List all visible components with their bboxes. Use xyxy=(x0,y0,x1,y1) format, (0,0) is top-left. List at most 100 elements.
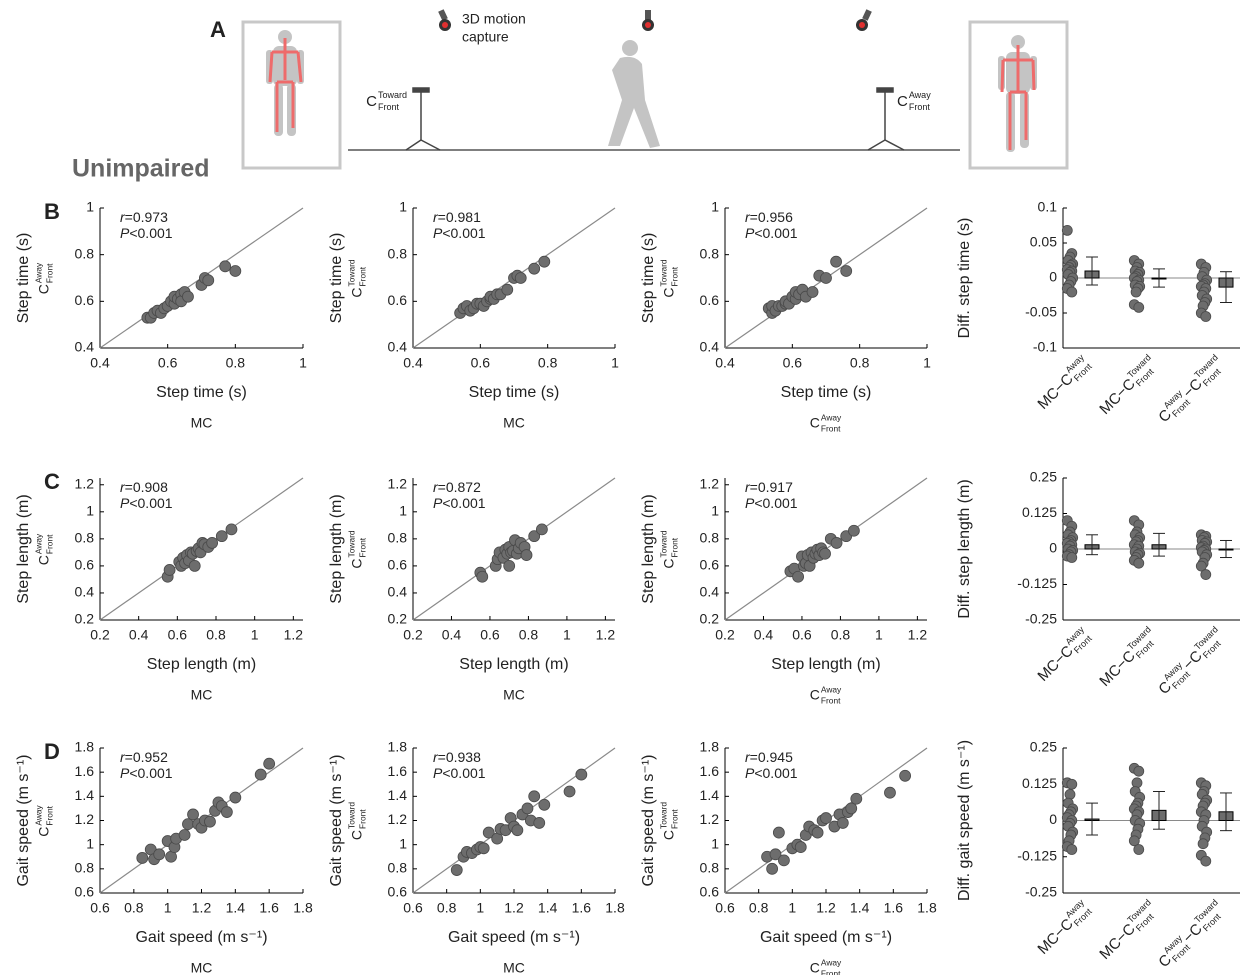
point xyxy=(820,548,831,559)
stat-text: r=0.952 xyxy=(120,749,168,765)
point xyxy=(137,852,148,863)
x-tick-label: 0.6 xyxy=(783,355,803,371)
stat-value: <0.001 xyxy=(129,225,172,241)
point xyxy=(564,786,575,797)
label-base: C xyxy=(810,960,820,975)
stat-value: <0.001 xyxy=(442,495,485,511)
x-axis-label: Gait speed (m s⁻¹) xyxy=(448,929,580,946)
point xyxy=(807,287,818,298)
y-axis-label: Diff. step length (m) xyxy=(956,479,973,618)
point xyxy=(1067,553,1077,563)
x-tick-label: 0.8 xyxy=(519,627,539,643)
label-parts: MC xyxy=(191,415,213,431)
label-parts: MC−CTowardFront xyxy=(1094,624,1161,691)
point xyxy=(207,537,218,548)
x-tick-label: 0.4 xyxy=(754,627,774,643)
x-tick-label: 1 xyxy=(788,900,796,916)
point xyxy=(164,564,175,575)
point xyxy=(1201,856,1211,866)
x-axis-label: Step length (m) xyxy=(459,656,568,673)
label-sub: Front xyxy=(45,263,55,283)
point xyxy=(230,792,241,803)
label-base: C xyxy=(349,558,365,568)
point xyxy=(1067,779,1077,789)
y-tick-label: 1.6 xyxy=(700,763,720,779)
y-tick-label: 0.2 xyxy=(700,611,720,627)
point xyxy=(841,266,852,277)
y-axis-label: Step length (m) xyxy=(328,494,345,603)
point xyxy=(884,787,895,798)
stat-text: r=0.973 xyxy=(120,209,168,225)
y-tick-label: 1.4 xyxy=(75,787,95,803)
point xyxy=(1201,312,1211,322)
label-parts: CTowardFront xyxy=(658,530,679,568)
label-parts: MC xyxy=(191,960,213,975)
x-tick-label: 0.8 xyxy=(538,355,558,371)
y-tick-label: -0.05 xyxy=(1025,304,1057,320)
point xyxy=(831,256,842,267)
y-tick-label: 0.4 xyxy=(700,584,720,600)
y-tick-label: 1 xyxy=(711,835,719,851)
x-tick-label: 0.8 xyxy=(437,900,457,916)
y-tick-label: 1.8 xyxy=(75,739,95,755)
label: CAwayFront xyxy=(33,262,54,294)
label-text: MC xyxy=(503,960,525,975)
label-parts: CTowardFront xyxy=(346,259,367,297)
label: MC−CTowardFront xyxy=(1094,624,1161,691)
point xyxy=(536,524,547,535)
y-tick-label: 0.1 xyxy=(1038,199,1058,215)
point xyxy=(154,849,165,860)
point xyxy=(264,758,275,769)
point xyxy=(188,809,199,820)
label: MC−CAwayFront xyxy=(1032,352,1094,414)
group-title: Unimpaired xyxy=(72,155,210,183)
stat-value: <0.001 xyxy=(442,225,485,241)
label-parts: CTowardFront xyxy=(346,802,367,840)
point xyxy=(1134,766,1144,776)
label-sub: Front xyxy=(670,809,680,829)
label-base: C xyxy=(661,287,677,297)
stat-value: =0.945 xyxy=(750,749,793,765)
label-text: MC xyxy=(503,415,525,431)
y-tick-label: 0.6 xyxy=(75,884,95,900)
y-tick-label: -0.125 xyxy=(1017,575,1057,591)
label: MC xyxy=(503,415,525,431)
x-tick-label: 1 xyxy=(164,900,172,916)
label-sup: Away xyxy=(33,262,43,283)
point xyxy=(512,825,523,836)
point xyxy=(182,819,193,830)
y-tick-label: 0.8 xyxy=(388,245,408,261)
y-axis-label: Diff. step time (s) xyxy=(956,218,973,339)
stat-text: P<0.001 xyxy=(433,495,486,511)
x-tick-label: 1 xyxy=(875,627,883,643)
point xyxy=(1131,287,1141,297)
point xyxy=(837,817,848,828)
label: CAwayFront xyxy=(810,684,842,705)
y-tick-label: 0.25 xyxy=(1030,469,1057,485)
y-axis-label: Step time (s) xyxy=(328,233,345,324)
label: MC xyxy=(503,960,525,975)
stat-text: r=0.938 xyxy=(433,749,481,765)
label-base: C xyxy=(810,415,820,431)
stat-value: <0.001 xyxy=(754,225,797,241)
y-tick-label: 1 xyxy=(711,199,719,215)
stat-value: <0.001 xyxy=(129,495,172,511)
x-axis-label: Gait speed (m s⁻¹) xyxy=(135,929,267,946)
x-tick-label: 0.8 xyxy=(831,627,851,643)
y-tick-label: 0.125 xyxy=(1022,504,1057,520)
y-tick-label: 1 xyxy=(86,835,94,851)
x-axis-label: Gait speed (m s⁻¹) xyxy=(760,929,892,946)
label-base: C xyxy=(897,93,908,110)
label-text: MC xyxy=(191,687,213,703)
y-tick-label: 0.8 xyxy=(75,245,95,261)
y-tick-label: 1.2 xyxy=(700,811,720,827)
y-tick-label: 0.125 xyxy=(1022,775,1057,791)
point xyxy=(767,863,778,874)
x-tick-label: 1.8 xyxy=(605,900,625,916)
label-sup: Away xyxy=(33,804,43,825)
